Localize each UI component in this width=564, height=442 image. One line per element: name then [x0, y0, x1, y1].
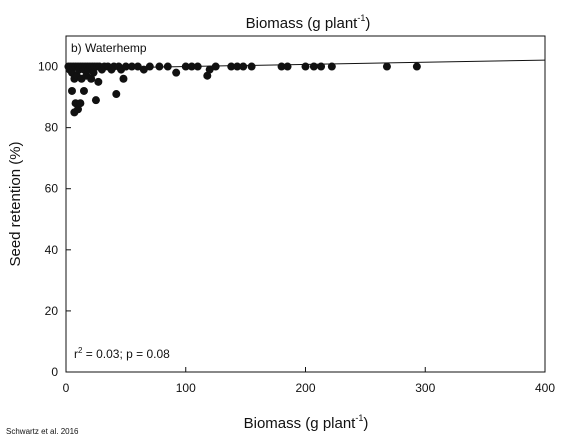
data-point: [89, 68, 98, 77]
data-point: [412, 62, 421, 71]
data-point: [163, 62, 172, 71]
panel-label: b) Waterhemp: [71, 41, 147, 55]
data-point: [155, 62, 164, 71]
data-point: [139, 65, 148, 74]
data-point: [133, 62, 142, 71]
data-point: [172, 68, 181, 77]
y-tick-label: 80: [45, 121, 59, 135]
y-tick-label: 60: [45, 182, 59, 196]
x-tick-label: 200: [295, 381, 315, 395]
x-axis-ticks: 0 100 200 300 400: [63, 367, 555, 395]
y-tick-label: 100: [38, 60, 58, 74]
data-point: [73, 105, 82, 114]
x-tick-label: 0: [63, 381, 70, 395]
stats-r: r: [74, 347, 78, 361]
chart-title: Biomass (g plant-1): [246, 13, 371, 32]
stats-annotation: r2 = 0.03; p = 0.08: [74, 346, 170, 361]
data-point: [79, 86, 88, 95]
data-point: [233, 62, 242, 71]
y-tick-label: 20: [45, 304, 59, 318]
data-point: [205, 65, 214, 74]
data-point: [317, 62, 326, 71]
data-point: [239, 62, 248, 71]
data-point: [121, 62, 130, 71]
data-point: [91, 96, 100, 105]
x-tick-label: 400: [535, 381, 555, 395]
data-point: [327, 62, 336, 71]
data-point: [309, 62, 318, 71]
data-point: [247, 62, 256, 71]
data-point: [127, 62, 136, 71]
chart-title-end: ): [365, 15, 370, 32]
data-point: [94, 77, 103, 86]
data-point: [145, 62, 154, 71]
data-point: [76, 99, 85, 108]
plot-frame: [65, 35, 546, 373]
data-point: [277, 62, 286, 71]
x-tick-label: 300: [415, 381, 435, 395]
data-point: [283, 62, 292, 71]
y-tick-label: 0: [51, 365, 58, 379]
x-axis-title-end: ): [363, 415, 368, 432]
data-point: [203, 71, 212, 80]
chart-title-main: Biomass (g plant: [246, 15, 359, 32]
x-axis-title: Biomass (g plant-1): [244, 413, 369, 432]
data-point: [67, 86, 76, 95]
stats-rest: = 0.03; p = 0.08: [82, 347, 170, 361]
x-axis-title-sup: -1: [355, 413, 363, 423]
data-point: [382, 62, 391, 71]
stats-r-sup: 2: [78, 346, 83, 355]
y-tick-label: 40: [45, 243, 59, 257]
x-tick-label: 100: [176, 381, 196, 395]
data-point: [227, 62, 236, 71]
data-points-layer: [64, 62, 421, 117]
data-point: [181, 62, 190, 71]
data-point: [193, 62, 202, 71]
source-note: Schwartz et al. 2016: [6, 427, 79, 436]
data-point: [211, 62, 220, 71]
data-point: [87, 74, 96, 83]
data-point: [112, 90, 121, 99]
data-point: [301, 62, 310, 71]
y-axis-title: Seed retention (%): [7, 141, 24, 266]
chart-title-sup: -1: [357, 13, 365, 23]
data-point: [119, 74, 128, 83]
x-axis-title-main: Biomass (g plant: [244, 415, 357, 432]
data-point: [187, 62, 196, 71]
